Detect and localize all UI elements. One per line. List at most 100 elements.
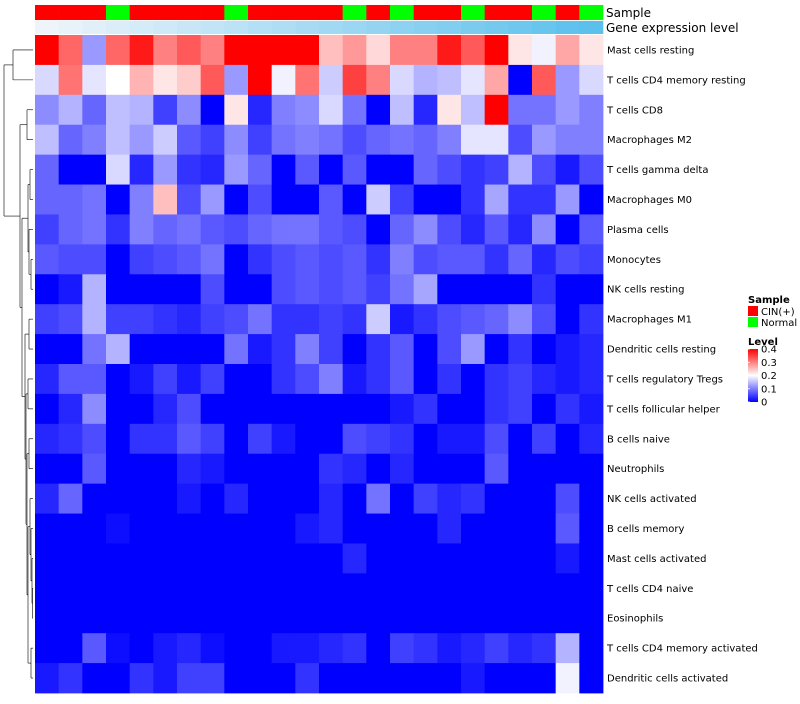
expression-annotation-track xyxy=(35,21,604,34)
heatmap-cell xyxy=(390,244,415,275)
heatmap-cell xyxy=(82,453,107,485)
heatmap-cell xyxy=(579,663,604,694)
heatmap-cell xyxy=(437,94,462,126)
heatmap-cell xyxy=(106,453,131,485)
heatmap-cell xyxy=(555,304,580,335)
heatmap-cell xyxy=(508,35,533,66)
heatmap-cell xyxy=(437,64,462,96)
legend-label-normal: Normal xyxy=(761,318,797,329)
sample-cell xyxy=(58,5,83,20)
heatmap-cell xyxy=(413,154,438,185)
row-label: T cells CD8 xyxy=(606,105,663,116)
heatmap-cell xyxy=(153,364,178,395)
heatmap-cell xyxy=(153,64,178,96)
heatmap-cell xyxy=(413,274,438,305)
heatmap-cell xyxy=(579,453,604,485)
heatmap-cell xyxy=(390,453,415,485)
heatmap-cell xyxy=(319,483,344,514)
heatmap-cell xyxy=(555,184,580,215)
heatmap-cell xyxy=(484,35,509,66)
heatmap-cell xyxy=(579,154,604,185)
heatmap-cell xyxy=(271,214,296,245)
sample-cell xyxy=(319,5,343,20)
heatmap-cell xyxy=(319,633,344,664)
heatmap-cell xyxy=(177,633,202,664)
heatmap-cell xyxy=(508,573,533,604)
heatmap-cell xyxy=(248,663,273,694)
heatmap-cell xyxy=(35,663,60,694)
heatmap-cell xyxy=(484,124,509,156)
heatmap-cell xyxy=(532,483,557,514)
heatmap-cell xyxy=(366,573,391,604)
heatmap-cell xyxy=(58,184,83,215)
heatmap-cell xyxy=(153,184,178,215)
heatmap-cell xyxy=(177,154,202,185)
heatmap-cell xyxy=(224,64,249,96)
heatmap-cell xyxy=(177,364,202,395)
heatmap-cell xyxy=(58,334,83,365)
heatmap-cell xyxy=(390,603,415,634)
heatmap-cell xyxy=(579,633,604,664)
heatmap-cell xyxy=(129,334,154,365)
heatmap-cell xyxy=(224,633,249,664)
heatmap-cell xyxy=(129,35,154,66)
heatmap-cell xyxy=(129,573,154,604)
heatmap-cell xyxy=(224,35,249,66)
heatmap-cell xyxy=(484,573,509,604)
heatmap-cell xyxy=(177,543,202,574)
heatmap-cell xyxy=(532,334,557,365)
heatmap-cell xyxy=(224,573,249,604)
heatmap-cell xyxy=(106,64,131,96)
heatmap-cell xyxy=(484,393,509,425)
heatmap-cell xyxy=(129,663,154,694)
heatmap-cell xyxy=(153,663,178,694)
expression-cell xyxy=(129,21,154,34)
heatmap-cell xyxy=(224,453,249,485)
heatmap-cell xyxy=(461,94,486,126)
heatmap-cell xyxy=(532,603,557,634)
heatmap-cell xyxy=(484,483,509,514)
heatmap-cell xyxy=(437,154,462,185)
heatmap-cell xyxy=(271,364,296,395)
row-label: T cells follicular helper xyxy=(606,404,721,415)
expression-cell xyxy=(366,21,391,34)
heatmap-cell xyxy=(295,244,320,275)
heatmap-cell xyxy=(390,184,415,215)
heatmap-cell xyxy=(579,64,604,96)
legend-ticks: 0.4 0.3 0.2 0.1 0 xyxy=(748,345,777,409)
heatmap-cell xyxy=(532,423,557,455)
heatmap-cell xyxy=(35,94,60,126)
heatmap-cell xyxy=(82,483,107,514)
heatmap-cell xyxy=(35,154,60,185)
row-label: NK cells activated xyxy=(607,494,697,505)
heatmap-cell xyxy=(437,453,462,485)
legend: Sample CIN(+) Normal Level 0.4 0.3 0.2 0.1 0 xyxy=(748,295,797,409)
heatmap-cell xyxy=(555,633,580,664)
heatmap-cell xyxy=(153,154,178,185)
heatmap-cell xyxy=(366,274,391,305)
heatmap-cell xyxy=(35,214,60,245)
heatmap-cell xyxy=(319,304,344,335)
heatmap-cell xyxy=(342,274,367,305)
expression-cell xyxy=(319,21,343,34)
heatmap-cell xyxy=(461,393,486,425)
heatmap-cell xyxy=(342,633,367,664)
heatmap-cell xyxy=(129,94,154,126)
heatmap-cell xyxy=(177,64,202,96)
heatmap-cell xyxy=(35,573,60,604)
heatmap-cell xyxy=(271,633,296,664)
legend-colorbar xyxy=(748,349,758,402)
heatmap-cell xyxy=(366,364,391,395)
heatmap-cell xyxy=(271,453,296,485)
heatmap-cell xyxy=(461,214,486,245)
heatmap-cell xyxy=(413,184,438,215)
heatmap-cell xyxy=(106,573,131,604)
heatmap-cell xyxy=(58,393,83,425)
heatmap-cell xyxy=(579,35,604,66)
heatmap-cell xyxy=(461,573,486,604)
heatmap-cell xyxy=(295,304,320,335)
heatmap-cell xyxy=(58,35,83,66)
heatmap-cell xyxy=(271,513,296,544)
heatmap-cell xyxy=(35,513,60,544)
